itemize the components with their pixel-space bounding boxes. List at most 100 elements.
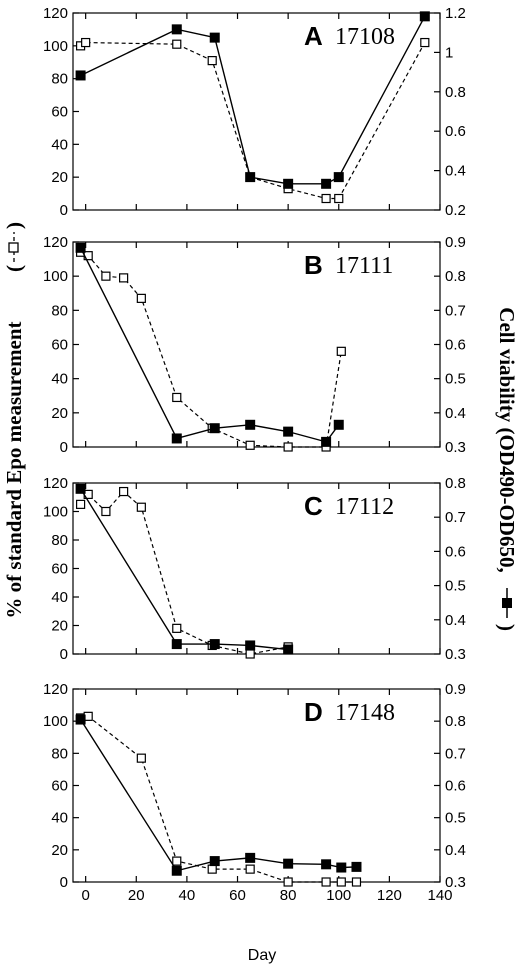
viability-series-line (79, 488, 289, 651)
left-tick-label: 100 (43, 38, 68, 55)
left-tick-label: 80 (51, 302, 68, 319)
epo-point (172, 392, 182, 403)
panel-letter: C (304, 491, 323, 521)
panel-id: 17108 (335, 24, 395, 50)
viability-point (245, 640, 256, 651)
epo-point (119, 273, 129, 283)
viability-point (321, 436, 332, 447)
right-tick-label: 0.4 (445, 405, 466, 422)
right-tick-label: 0.9 (445, 234, 466, 251)
left-tick-label: 60 (51, 337, 68, 354)
right-tick-label: 1.2 (445, 5, 466, 22)
left-tick-label: 20 (51, 618, 68, 635)
panel-id: 17148 (335, 700, 395, 726)
epo-point (351, 877, 362, 887)
left-tick-label: 120 (43, 5, 68, 22)
viability-point (209, 423, 220, 434)
left-axis-legend-glyph: ( ) (2, 222, 26, 272)
left-tick-label: 0 (60, 202, 68, 219)
viability-point (171, 639, 182, 650)
right-tick-label: 0.4 (445, 612, 466, 629)
right-tick-label: 0.8 (445, 475, 466, 492)
right-tick-label: 0.7 (445, 302, 466, 319)
right-tick-label: 0.9 (445, 681, 466, 698)
x-tick-label: 60 (229, 887, 246, 904)
viability-point (283, 858, 294, 869)
epo-point (245, 440, 255, 450)
epo-point (101, 506, 111, 517)
left-tick-label: 20 (51, 842, 68, 859)
viability-point (283, 426, 294, 437)
panel-c: 0 20 40 60 80 100 120 0.3 0.4 0.5 0.6 0.7 0.8 C 17112 (43, 475, 466, 663)
epo-point (420, 37, 430, 48)
epo-series-line (80, 715, 357, 883)
right-tick-label: 0.4 (445, 163, 466, 180)
viability-point (209, 639, 220, 650)
epo-point (334, 193, 344, 204)
panel-b: 0 20 40 60 80 100 120 0.3 0.4 0.5 0.6 0.7 0.8 0.9 B 171… (43, 234, 466, 456)
epo-point (207, 864, 217, 874)
panel-a: 0 20 40 60 80 100 120 0.2 0.4 0.6 0.8 1 1.2 A 17108 (43, 5, 466, 219)
viability-point (245, 419, 256, 430)
left-tick-label: 40 (51, 371, 68, 388)
viability-point (75, 70, 86, 81)
epo-point (245, 864, 255, 874)
left-tick-label: 20 (51, 405, 68, 422)
epo-point (207, 56, 217, 66)
viability-point (245, 852, 256, 863)
x-tick-label: 80 (280, 887, 297, 904)
svg-text:): ) (2, 222, 26, 229)
left-tick-label: 40 (51, 810, 68, 827)
right-tick-label: 0.4 (445, 842, 466, 859)
left-tick-label: 80 (51, 745, 68, 762)
left-tick-label: 0 (60, 439, 68, 456)
x-tick-label: 140 (427, 887, 452, 904)
epo-point (81, 37, 91, 48)
right-tick-label: 0.8 (445, 713, 466, 730)
svg-text:(: ( (2, 265, 26, 272)
left-tick-label: 40 (51, 589, 68, 606)
epo-point (283, 442, 293, 452)
left-tick-label: 20 (51, 169, 68, 186)
epo-point (172, 623, 182, 633)
x-tick-label: 120 (377, 887, 402, 904)
right-tick-label: 0.2 (445, 202, 466, 219)
panel-letter: D (304, 697, 323, 727)
x-tick-label: 40 (179, 887, 196, 904)
left-tick-label: 100 (43, 713, 68, 730)
panel-letter: B (304, 250, 323, 280)
left-axis-title: % of standard Epo measurement (2, 321, 26, 618)
left-tick-label: 0 (60, 646, 68, 663)
viability-point (209, 32, 220, 43)
right-axis-legend-glyph: ) (495, 588, 519, 631)
svg-text:): ) (495, 624, 519, 631)
panel-id: 17112 (335, 494, 394, 520)
panel-letter: A (304, 21, 323, 51)
x-tick-label: 100 (326, 887, 351, 904)
left-tick-label: 40 (51, 136, 68, 153)
right-tick-label: 1 (445, 44, 453, 61)
left-tick-label: 120 (43, 475, 68, 492)
viability-point (351, 861, 362, 872)
viability-point (321, 859, 332, 870)
epo-point (101, 271, 111, 281)
epo-point (172, 39, 182, 49)
epo-point (119, 486, 129, 497)
left-tick-label: 60 (51, 778, 68, 795)
right-tick-label: 0.6 (445, 123, 466, 140)
right-tick-label: 0.3 (445, 874, 466, 891)
left-tick-label: 80 (51, 71, 68, 88)
right-tick-label: 0.7 (445, 745, 466, 762)
viability-point (75, 242, 86, 253)
x-axis-title: Day (248, 947, 276, 964)
left-tick-label: 0 (60, 874, 68, 891)
left-tick-label: 100 (43, 504, 68, 521)
left-tick-label: 60 (51, 561, 68, 578)
left-tick-label: 80 (51, 532, 68, 549)
viability-point (321, 178, 332, 189)
right-tick-label: 0.5 (445, 578, 466, 595)
left-tick-label: 100 (43, 268, 68, 285)
panel-id: 17111 (335, 253, 393, 279)
right-tick-label: 0.8 (445, 268, 466, 285)
